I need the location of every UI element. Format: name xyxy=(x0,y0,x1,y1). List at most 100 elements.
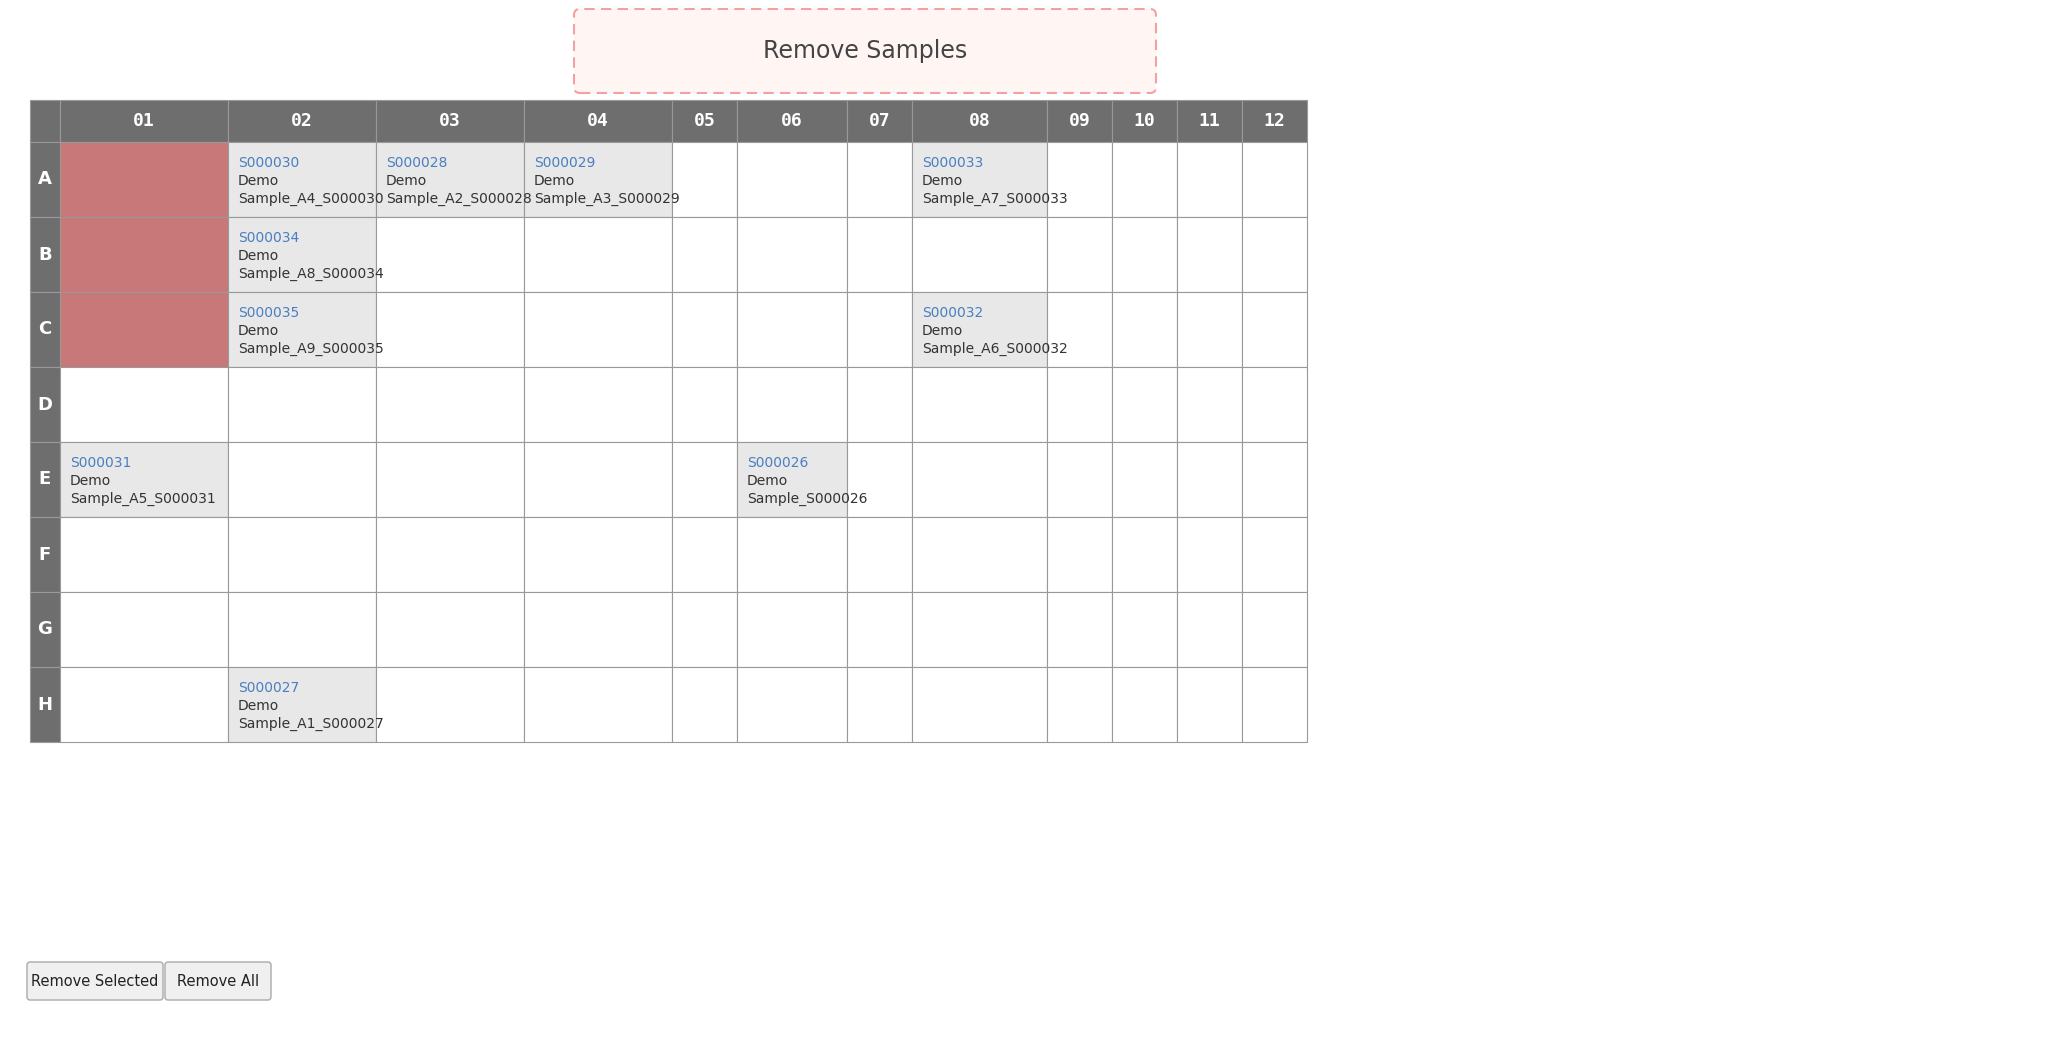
Text: H: H xyxy=(37,696,53,714)
Bar xyxy=(672,217,737,292)
Bar xyxy=(1241,367,1307,442)
Bar xyxy=(911,667,1047,742)
Text: Sample_A6_S000032: Sample_A6_S000032 xyxy=(922,342,1067,356)
Text: Sample_A3_S000029: Sample_A3_S000029 xyxy=(535,192,680,206)
Text: 05: 05 xyxy=(694,112,715,130)
Text: 02: 02 xyxy=(291,112,313,130)
Bar xyxy=(524,442,672,517)
Text: Demo: Demo xyxy=(535,174,575,188)
Bar xyxy=(672,367,737,442)
Bar xyxy=(911,517,1047,592)
Bar xyxy=(1112,517,1178,592)
Bar xyxy=(227,292,377,367)
Text: F: F xyxy=(39,545,51,563)
Bar xyxy=(31,517,59,592)
Bar xyxy=(848,667,911,742)
Bar xyxy=(31,100,59,142)
Text: 03: 03 xyxy=(438,112,461,130)
Bar xyxy=(737,292,848,367)
Bar xyxy=(848,442,911,517)
Text: Demo: Demo xyxy=(238,174,279,188)
Text: S000027: S000027 xyxy=(238,681,299,695)
Bar xyxy=(524,667,672,742)
Bar xyxy=(848,367,911,442)
Text: 06: 06 xyxy=(780,112,803,130)
Text: 01: 01 xyxy=(133,112,156,130)
Bar xyxy=(672,592,737,667)
Text: 12: 12 xyxy=(1264,112,1286,130)
Bar xyxy=(848,100,911,142)
Bar xyxy=(31,592,59,667)
Text: Sample_A1_S000027: Sample_A1_S000027 xyxy=(238,717,383,731)
Bar xyxy=(737,667,848,742)
Text: Demo: Demo xyxy=(385,174,428,188)
Bar xyxy=(524,217,672,292)
Text: Sample_A7_S000033: Sample_A7_S000033 xyxy=(922,192,1067,206)
Bar xyxy=(911,442,1047,517)
Bar xyxy=(1047,592,1112,667)
Bar xyxy=(911,100,1047,142)
Bar xyxy=(524,517,672,592)
Text: 09: 09 xyxy=(1069,112,1090,130)
Bar xyxy=(1178,517,1241,592)
Text: 04: 04 xyxy=(588,112,608,130)
Text: E: E xyxy=(39,471,51,489)
Bar xyxy=(672,667,737,742)
Bar xyxy=(524,100,672,142)
Bar xyxy=(1047,292,1112,367)
Bar xyxy=(1178,142,1241,217)
Text: 11: 11 xyxy=(1198,112,1221,130)
Bar xyxy=(737,592,848,667)
Bar xyxy=(672,517,737,592)
Text: Sample_A8_S000034: Sample_A8_S000034 xyxy=(238,267,383,281)
Text: Remove Samples: Remove Samples xyxy=(762,39,967,63)
Text: S000026: S000026 xyxy=(748,456,809,470)
Text: 08: 08 xyxy=(969,112,991,130)
Bar xyxy=(524,592,672,667)
Bar xyxy=(1178,367,1241,442)
Bar xyxy=(59,217,227,292)
Text: Sample_S000026: Sample_S000026 xyxy=(748,492,868,507)
Text: D: D xyxy=(37,395,53,413)
Text: Demo: Demo xyxy=(238,249,279,263)
Bar xyxy=(31,367,59,442)
Text: Demo: Demo xyxy=(238,324,279,338)
Text: Demo: Demo xyxy=(922,174,963,188)
Bar xyxy=(59,592,227,667)
Text: A: A xyxy=(39,170,51,188)
Text: S000035: S000035 xyxy=(238,306,299,320)
Text: S000034: S000034 xyxy=(238,231,299,245)
Bar xyxy=(1178,100,1241,142)
Bar xyxy=(1112,592,1178,667)
Text: S000033: S000033 xyxy=(922,156,983,170)
Bar xyxy=(227,217,377,292)
Bar xyxy=(911,292,1047,367)
Bar xyxy=(377,217,524,292)
Text: 10: 10 xyxy=(1135,112,1155,130)
Bar xyxy=(1178,592,1241,667)
Bar xyxy=(59,142,227,217)
Bar xyxy=(31,142,59,217)
Bar xyxy=(1178,667,1241,742)
FancyBboxPatch shape xyxy=(27,962,164,1000)
Bar xyxy=(1241,592,1307,667)
Bar xyxy=(1112,667,1178,742)
Bar xyxy=(377,442,524,517)
Bar xyxy=(1112,142,1178,217)
Bar xyxy=(227,517,377,592)
Bar xyxy=(911,217,1047,292)
Text: S000028: S000028 xyxy=(385,156,446,170)
Text: S000030: S000030 xyxy=(238,156,299,170)
Bar xyxy=(848,517,911,592)
Bar xyxy=(227,442,377,517)
Bar xyxy=(672,100,737,142)
Bar xyxy=(1241,517,1307,592)
Bar xyxy=(59,517,227,592)
Bar xyxy=(848,217,911,292)
Bar xyxy=(1178,292,1241,367)
Bar xyxy=(737,217,848,292)
Bar xyxy=(1047,442,1112,517)
Bar xyxy=(737,517,848,592)
Bar xyxy=(672,292,737,367)
Bar xyxy=(911,592,1047,667)
